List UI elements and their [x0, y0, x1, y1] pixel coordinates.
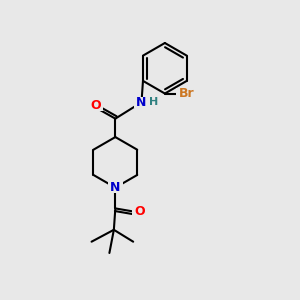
Bar	[132, 206, 147, 218]
Text: N: N	[110, 181, 121, 194]
Bar	[108, 182, 123, 193]
Text: O: O	[134, 206, 145, 218]
Bar	[88, 100, 103, 111]
Bar	[176, 88, 198, 99]
Bar	[134, 97, 149, 108]
Text: O: O	[90, 99, 101, 112]
Text: N: N	[136, 96, 147, 109]
Text: Br: Br	[179, 87, 195, 100]
Text: H: H	[149, 97, 159, 107]
Bar	[146, 97, 161, 108]
